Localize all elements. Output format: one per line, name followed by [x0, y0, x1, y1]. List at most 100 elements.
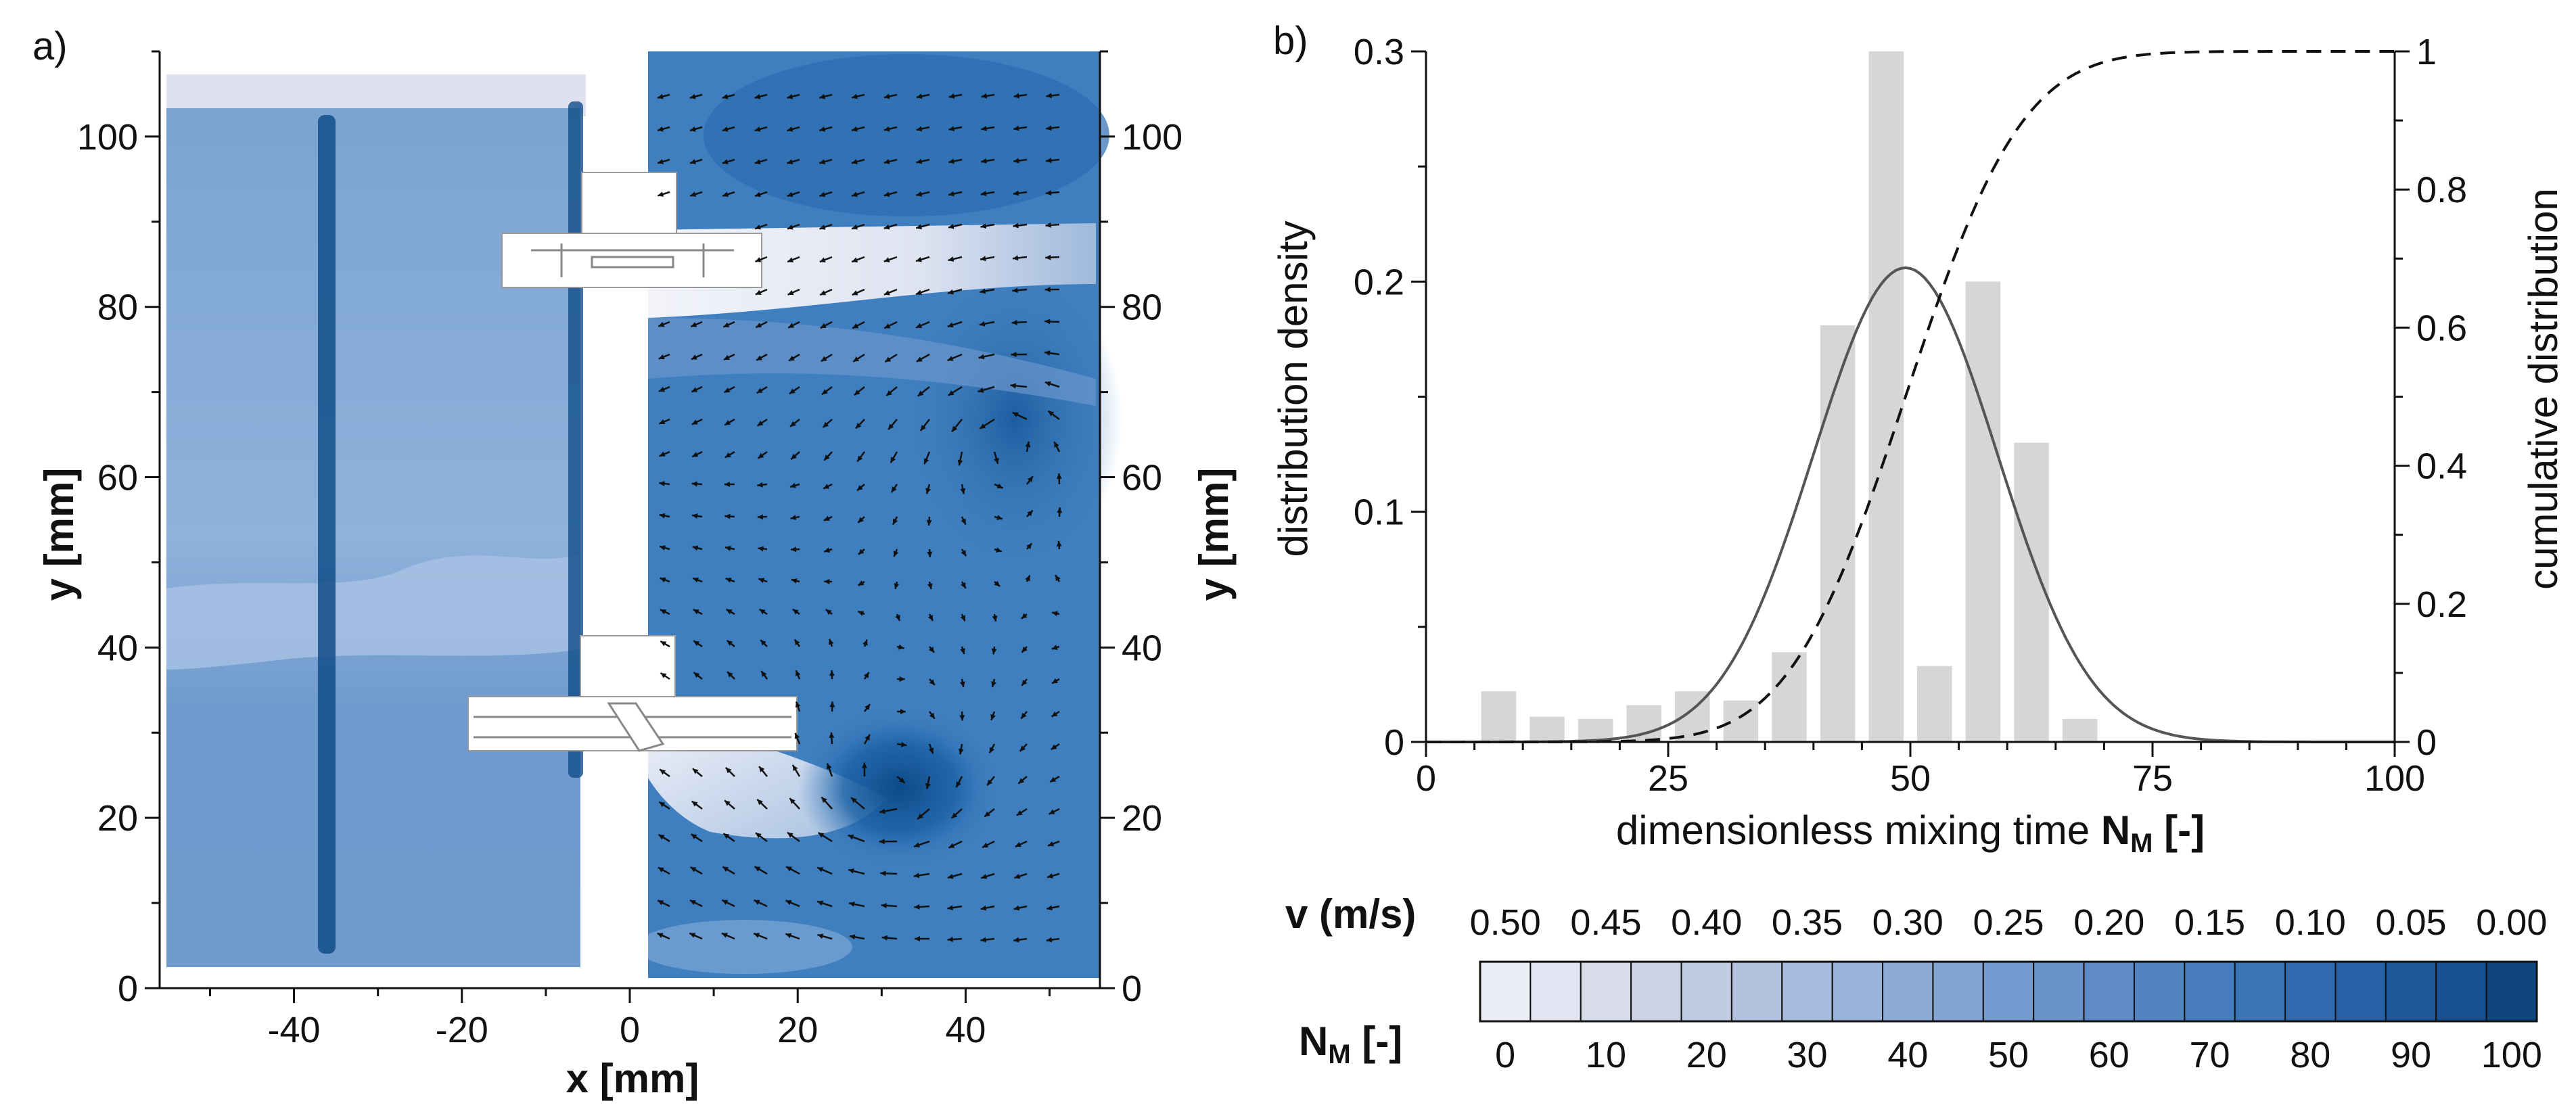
histogram-bar [1868, 51, 1904, 742]
velocity-arrowhead [758, 578, 765, 584]
velocity-arrowhead [1011, 352, 1017, 358]
velocity-arrowhead [879, 839, 885, 845]
velocity-arrowhead [916, 93, 923, 99]
velocity-arrowhead [660, 672, 667, 678]
colorbar-mixing-time-tick: 100 [2481, 1035, 2542, 1075]
velocity-arrowhead [916, 126, 923, 132]
velocity-arrowhead [880, 870, 886, 877]
colorbar-velocity-tick: 0.15 [2174, 902, 2245, 943]
y-tick-label-right: 20 [1122, 798, 1162, 839]
colorbar-velocity-tick: 0.40 [1671, 902, 1742, 943]
velocity-arrowhead [659, 801, 666, 808]
colorbar-mixing-time-tick: 80 [2290, 1035, 2330, 1075]
velocity-arrowhead [989, 747, 995, 753]
velocity-arrowhead [791, 453, 797, 460]
velocity-arrowhead [849, 901, 855, 907]
histogram-bar [1481, 691, 1517, 742]
velocity-arrowhead [980, 191, 987, 196]
velocity-arrowhead [724, 800, 731, 806]
velocity-arrowhead [1012, 412, 1019, 417]
colorbar-velocity-tick: 0.35 [1772, 902, 1843, 943]
histogram-bar [2014, 442, 2049, 742]
colorbar-velocity-tick: 0.00 [2476, 902, 2547, 943]
velocity-arrowhead [980, 223, 987, 229]
velocity-arrowhead [929, 712, 935, 719]
velocity-arrowhead [960, 488, 966, 494]
velocity-arrowhead [692, 452, 699, 457]
velocity-arrowhead [898, 644, 904, 650]
velocity-arrowhead [947, 356, 954, 361]
velocity-arrowhead [722, 93, 729, 99]
velocity-arrowhead [754, 159, 761, 164]
velocity-arrowhead [1045, 254, 1051, 260]
panel-a-label: a) [32, 24, 68, 68]
velocity-arrowhead [917, 813, 923, 820]
velocity-arrowhead [1046, 937, 1053, 943]
velocity-arrowhead [829, 701, 835, 707]
velocity-arrowhead [865, 703, 870, 710]
velocity-arrowhead [824, 455, 830, 461]
velocity-arrowhead [821, 389, 828, 395]
velocity-arrowhead [1013, 158, 1019, 164]
velocity-arrowhead [948, 93, 955, 99]
velocity-arrowhead [995, 547, 1002, 553]
velocity-arrowhead [959, 715, 965, 721]
velocity-arrowhead [1013, 125, 1019, 131]
colorbar-velocity-label: v (m/s) [1285, 891, 1416, 937]
y2-tick-label: 0 [2416, 722, 2437, 763]
velocity-arrowhead [819, 257, 826, 262]
velocity-arrowhead [658, 159, 664, 164]
velocity-arrowhead [948, 843, 955, 848]
colorbar-cell [1479, 961, 1532, 1022]
colorbar-velocity-tick: 0.25 [1973, 902, 2044, 943]
colorbar-cell [2485, 961, 2538, 1022]
velocity-arrowhead [881, 902, 887, 908]
velocity-arrowhead [947, 905, 953, 910]
colorbar-cell [1630, 961, 1682, 1022]
velocity-arrowhead [756, 355, 762, 360]
velocity-arrowhead [948, 390, 954, 396]
velocity-arrowhead [978, 388, 984, 393]
velocity-arrowhead [858, 517, 864, 523]
velocity-arrowhead [885, 356, 892, 363]
velocity-arrowhead [1052, 678, 1058, 684]
velocity-arrowhead [1019, 745, 1026, 751]
velocity-arrowhead [689, 126, 696, 132]
velocity-arrowhead [879, 808, 886, 814]
velocity-arrowhead [693, 640, 700, 647]
colorbar-velocity-tick: 0.05 [2375, 902, 2446, 943]
velocity-magnitude-field [636, 51, 1123, 978]
colorbar-cell [1580, 961, 1632, 1022]
velocity-arrowhead [916, 158, 923, 164]
colorbar-cell [2284, 961, 2337, 1022]
colorbar-cell [2385, 961, 2437, 1022]
velocity-arrowhead [691, 834, 697, 839]
velocity-arrowhead [861, 762, 867, 768]
velocity-arrowhead [1021, 679, 1028, 686]
velocity-arrowhead [724, 387, 731, 393]
velocity-arrowhead [852, 126, 858, 132]
velocity-arrowhead [755, 833, 762, 839]
velocity-arrowhead [824, 547, 830, 553]
velocity-arrowhead [927, 551, 933, 557]
velocity-arrowhead [787, 257, 794, 262]
velocity-arrowhead [1051, 711, 1058, 717]
velocity-arrowhead [788, 323, 795, 328]
panel-b-mixing-distribution: b) 0 25 50 75 100 0 0.1 0.2 0.3 0 0.2 0.4 0.6 0.8 1 … [1270, 19, 2566, 858]
velocity-arrowhead [1046, 158, 1052, 164]
velocity-arrowhead [961, 582, 966, 588]
velocity-arrowhead [853, 356, 860, 362]
x-tick-label: 0 [620, 1010, 640, 1050]
velocity-arrowhead [693, 577, 699, 583]
velocity-arrowhead [1055, 575, 1061, 582]
panel-b-y2-axis-title: cumulative distribution [2521, 188, 2566, 590]
colorbar-cell [2234, 961, 2286, 1022]
velocity-arrowhead [1012, 287, 1018, 294]
velocity-arrowhead [1013, 223, 1019, 229]
velocity-arrowhead [1011, 319, 1017, 325]
velocity-arrowhead [914, 842, 920, 847]
velocity-arrowhead [849, 934, 856, 940]
velocity-arrowhead [659, 513, 666, 519]
colorbar-mixing-time-label: NM [-] [1299, 1019, 1402, 1069]
velocity-arrowhead [823, 484, 830, 489]
